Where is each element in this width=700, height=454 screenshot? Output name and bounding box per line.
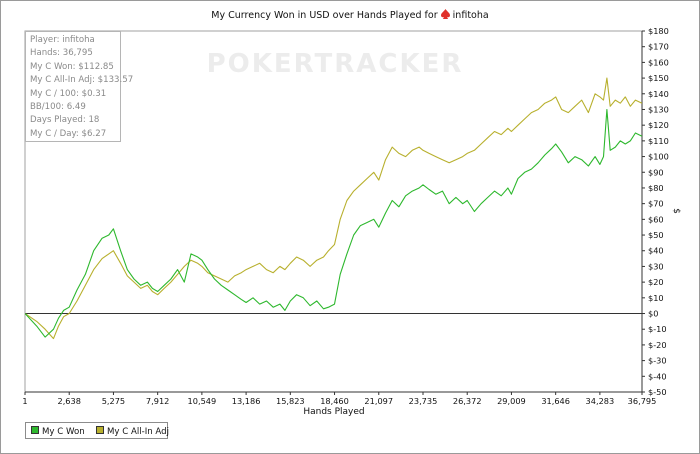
x-tick-label: 23,735 xyxy=(409,396,438,406)
stat-hands: Hands: 36,795 xyxy=(30,48,93,59)
y-tick-label: $50 xyxy=(648,230,664,240)
legend-swatch-allin xyxy=(96,426,104,434)
y-tick-label: $140 xyxy=(648,89,669,99)
y-tick-label: $110 xyxy=(648,136,669,146)
series-group xyxy=(25,77,642,340)
y-tick-label: $100 xyxy=(648,152,669,162)
x-tick-label: 13,186 xyxy=(232,396,261,406)
x-tick-label: 5,275 xyxy=(102,396,125,406)
y-tick-label: $120 xyxy=(648,120,669,130)
stat-per-100: My C / 100: $0.31 xyxy=(30,88,107,99)
x-tick-label: 34,283 xyxy=(586,396,615,406)
y-tick-label: $-20 xyxy=(648,340,667,350)
x-axis-label: Hands Played xyxy=(303,407,364,417)
series-line-my-c-won xyxy=(25,108,642,338)
x-axis: 1 2,638 5,275 7,912 10,549 13,186 15,823 18,460… xyxy=(22,392,656,406)
x-tick-label: 1 xyxy=(22,396,27,406)
x-tick-label: 31,646 xyxy=(541,396,570,406)
stat-won: My C Won: $112.85 xyxy=(30,61,114,72)
x-tick-label: 26,372 xyxy=(453,396,482,406)
x-tick-label: 2,638 xyxy=(57,396,80,406)
plot-border xyxy=(24,30,643,393)
y-tick-label: $-30 xyxy=(648,356,667,366)
y-tick-label: $150 xyxy=(648,73,669,83)
y-tick-label: $60 xyxy=(648,214,664,224)
x-tick-label: 18,460 xyxy=(320,396,349,406)
x-tick-label: 21,097 xyxy=(364,396,393,406)
y-tick-label: $130 xyxy=(648,104,669,114)
y-tick-label: $-40 xyxy=(648,371,667,381)
stat-per-day: My C / Day: $6.27 xyxy=(30,128,107,139)
legend-entry-allin: My C All-In Adj xyxy=(96,426,169,437)
stat-bb-100: BB/100: 6.49 xyxy=(30,102,86,113)
y-tick-label: $90 xyxy=(648,167,664,177)
y-tick-label: $40 xyxy=(648,246,664,256)
stat-days-played: Days Played: 18 xyxy=(30,115,100,126)
legend: My C Won My C All-In Adj xyxy=(25,422,169,439)
player-name: infitoha xyxy=(452,10,489,21)
pokertracker-watermark: POKERTRACKER xyxy=(207,49,464,79)
y-tick-label: $70 xyxy=(648,199,664,209)
series-line-all-in-adj xyxy=(25,77,642,340)
legend-entry-won: My C Won xyxy=(31,426,85,437)
chart-title: My Currency Won in USD over Hands Played… xyxy=(211,9,489,21)
y-tick-label: $30 xyxy=(648,261,664,271)
y-tick-label: $0 xyxy=(648,309,658,319)
y-tick-label: $80 xyxy=(648,183,664,193)
x-tick-label: 10,549 xyxy=(188,396,217,406)
y-tick-label: $20 xyxy=(648,277,664,287)
y-tick-label: $-50 xyxy=(648,387,667,397)
legend-swatch-won xyxy=(31,426,39,434)
y-tick-label: $160 xyxy=(648,57,669,67)
y-tick-label: $170 xyxy=(648,42,669,52)
stats-box: Player: infitoha Hands: 36,795 My C Won:… xyxy=(25,31,134,142)
y-axis: $180 $170 $160 $150 $140 $130 $120 $110 $100 $90 $… xyxy=(642,26,669,397)
x-tick-label: 29,009 xyxy=(497,396,526,406)
stat-player: Player: infitoha xyxy=(30,35,95,45)
y-tick-label: $-10 xyxy=(648,324,667,334)
stat-allin-adj: My C All-In Adj: $133.57 xyxy=(30,75,134,86)
x-tick-label: 7,912 xyxy=(146,396,169,406)
x-tick-label: 36,795 xyxy=(628,396,657,406)
x-tick-label: 15,823 xyxy=(276,396,305,406)
y-tick-label: $180 xyxy=(648,26,669,36)
y-tick-label: $10 xyxy=(648,293,664,303)
red-spade-icon xyxy=(440,9,450,19)
y-axis-label: $ xyxy=(671,208,681,214)
